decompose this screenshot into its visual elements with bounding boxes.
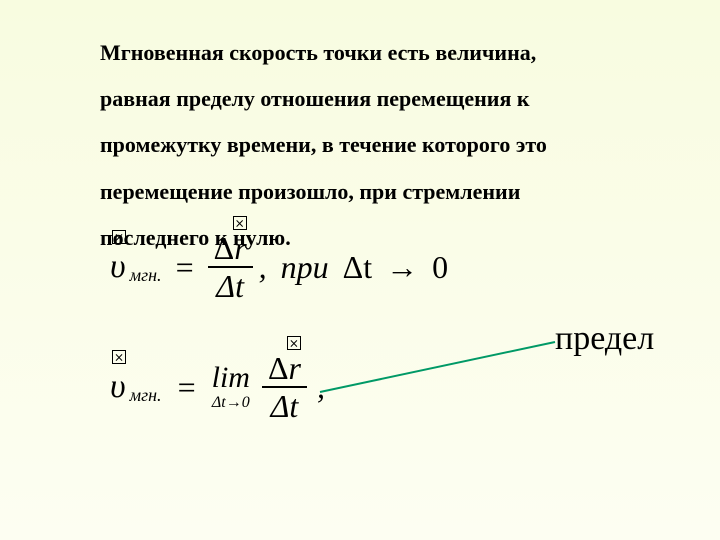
- lim-subscript: Δt→0: [212, 395, 250, 411]
- fraction-1: ⨯ Δr Δt: [208, 230, 253, 304]
- upsilon: υ: [110, 248, 126, 285]
- formula-1: ⨯ υ мгн. = ⨯ Δr Δt , при Δt → 0: [110, 230, 448, 304]
- delta-char: Δ: [214, 230, 235, 266]
- vector-arrow-box-icon: ⨯: [112, 230, 126, 244]
- zero: 0: [432, 249, 448, 286]
- upsilon: υ: [110, 368, 126, 405]
- comma: ,: [317, 369, 325, 406]
- fraction-denominator: Δt: [265, 388, 305, 424]
- r-char: r: [234, 230, 246, 266]
- subscript-mgn: мгн.: [130, 385, 162, 406]
- lim-word: lim: [212, 363, 250, 393]
- fraction-2: ⨯ Δr Δt: [262, 350, 307, 424]
- delta-t: Δt: [343, 249, 372, 286]
- fraction-numerator: ⨯ Δr: [262, 350, 307, 388]
- r-char: r: [289, 350, 301, 386]
- delta-char: Δ: [268, 350, 289, 386]
- fraction-numerator: ⨯ Δr: [208, 230, 253, 268]
- comma: ,: [259, 249, 267, 286]
- formula-2: ⨯ υ мгн. = lim Δt→0 ⨯ Δr Δt ,: [110, 350, 325, 424]
- connector-line-seg: [320, 342, 555, 392]
- fraction-denominator: Δt: [210, 268, 250, 304]
- vector-arrow-box-icon: ⨯: [112, 350, 126, 364]
- arrow-right-icon: →: [386, 249, 418, 286]
- pri-word: при: [281, 249, 329, 286]
- limit-expression: lim Δt→0: [212, 363, 250, 411]
- velocity-symbol: ⨯ υ: [110, 368, 126, 406]
- velocity-symbol: ⨯ υ: [110, 248, 126, 286]
- subscript-mgn: мгн.: [130, 265, 162, 286]
- vector-arrow-box-icon: ⨯: [287, 336, 301, 350]
- annotation-label: предел: [555, 320, 654, 358]
- equals-sign: =: [176, 249, 194, 286]
- definition-text: Мгновенная скорость точки есть величина,…: [100, 30, 580, 261]
- equals-sign: =: [178, 369, 196, 406]
- vector-arrow-box-icon: ⨯: [233, 216, 247, 230]
